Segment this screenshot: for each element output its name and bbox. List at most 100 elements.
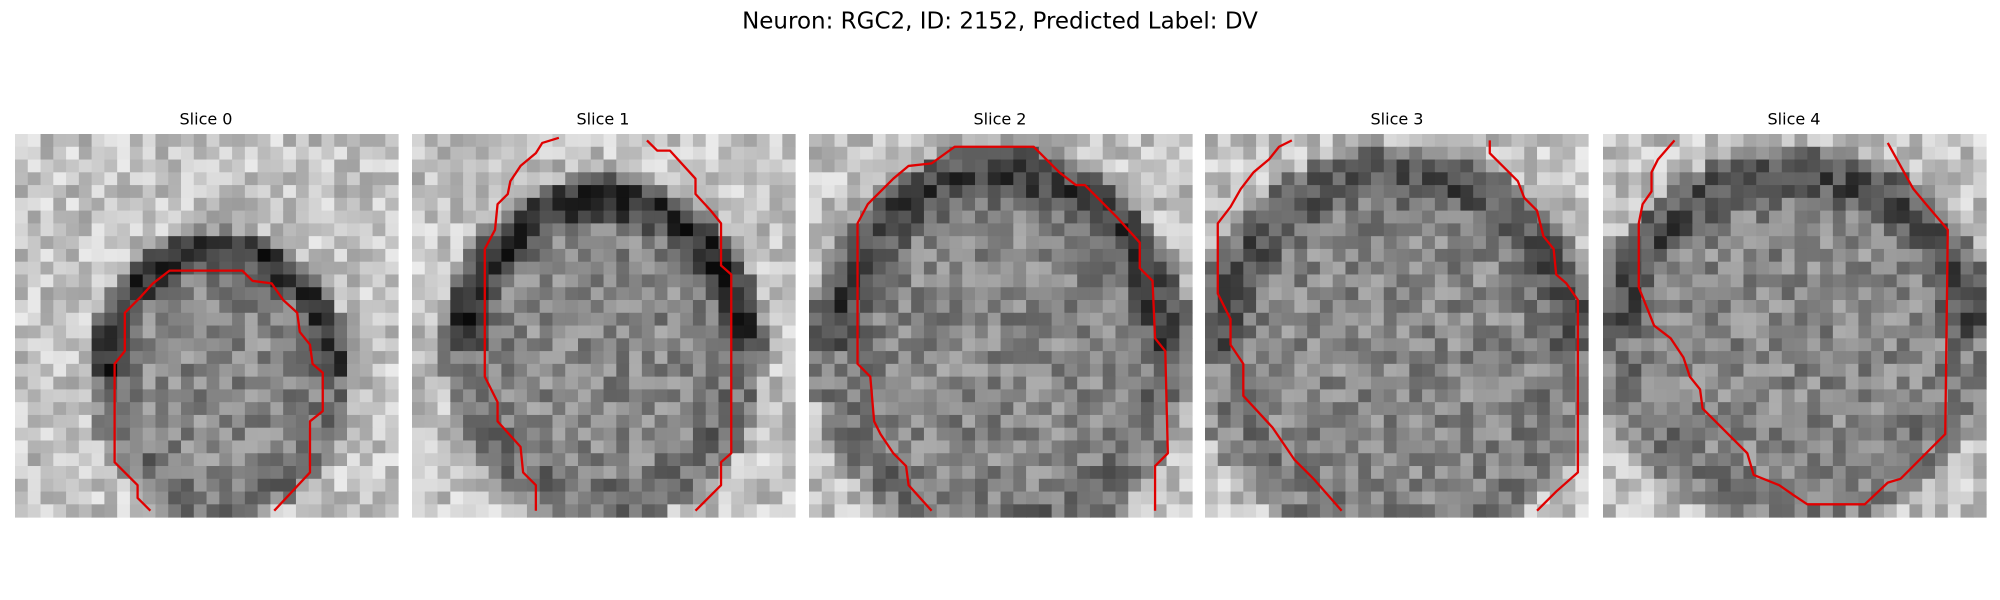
pixel (1666, 197, 1681, 212)
pixel (1794, 185, 1808, 199)
pixel (1051, 427, 1065, 441)
pixel (654, 453, 668, 467)
pixel (949, 414, 963, 429)
pixel (1128, 338, 1142, 352)
pixel (1371, 440, 1385, 454)
pixel (1243, 440, 1257, 454)
pixel (1307, 274, 1321, 288)
pixel (1307, 197, 1321, 212)
pixel (1396, 389, 1410, 403)
pixel (1960, 351, 1974, 365)
pixel (1460, 376, 1474, 390)
pixel (1947, 185, 1962, 199)
pixel (257, 274, 271, 288)
pixel (756, 351, 771, 365)
pixel (1575, 478, 1589, 493)
pixel (1615, 491, 1630, 505)
pixel (1922, 223, 1936, 237)
pixel (424, 478, 439, 493)
pixel (782, 248, 796, 263)
pixel (1179, 504, 1193, 518)
pixel (565, 491, 579, 505)
pixel (1922, 414, 1936, 429)
pixel (692, 466, 707, 480)
pixel (1371, 376, 1385, 390)
pixel (1947, 287, 1962, 301)
pixel (1705, 414, 1719, 429)
pixel (1960, 414, 1974, 429)
pixel (949, 197, 963, 212)
pixel (1038, 478, 1053, 493)
pixel (1434, 261, 1449, 275)
pixel (1051, 197, 1065, 212)
pixel (168, 134, 182, 148)
pixel (1524, 287, 1538, 301)
pixel (872, 197, 887, 212)
pixel (1549, 440, 1564, 454)
pixel (1409, 453, 1423, 467)
pixel (1205, 300, 1219, 314)
pixel (616, 134, 630, 148)
pixel (1807, 236, 1821, 250)
pixel (539, 146, 553, 161)
pixel (1858, 197, 1872, 212)
pixel (705, 146, 719, 161)
pixel (437, 287, 451, 301)
pixel (1807, 223, 1821, 237)
pixel (53, 453, 67, 467)
pixel (1960, 363, 1974, 378)
pixel (385, 338, 399, 352)
pixel (1666, 172, 1681, 186)
pixel (27, 261, 42, 275)
pixel (1781, 389, 1796, 403)
pixel (705, 287, 719, 301)
pixel (769, 287, 783, 301)
pixel (78, 338, 93, 352)
pixel (641, 402, 656, 416)
pixel (654, 172, 668, 186)
pixel (1447, 236, 1461, 250)
pixel (463, 287, 477, 301)
pixel (40, 402, 54, 416)
pixel (1332, 325, 1346, 339)
pixel (987, 312, 1002, 327)
pixel (1743, 223, 1757, 237)
pixel (667, 223, 681, 237)
pixel (257, 389, 271, 403)
pixel (1537, 466, 1551, 480)
pixel (1447, 274, 1461, 288)
pixel (1935, 491, 1949, 505)
pixel (565, 134, 579, 148)
pixel (1498, 389, 1512, 403)
pixel (1141, 363, 1155, 378)
pixel (718, 287, 732, 301)
pixel (1498, 210, 1512, 224)
pixel (1794, 376, 1808, 390)
pixel (936, 236, 950, 250)
pixel (1871, 351, 1885, 365)
pixel (181, 287, 195, 301)
pixel (526, 312, 541, 327)
pixel (744, 440, 758, 454)
pixel (1909, 427, 1923, 441)
pixel (1832, 427, 1847, 441)
pixel (1562, 159, 1576, 173)
pixel (1922, 478, 1936, 493)
pixel (731, 146, 745, 161)
pixel (987, 185, 1002, 199)
pixel (1281, 453, 1295, 467)
pixel (1498, 287, 1512, 301)
pixel (1909, 146, 1923, 161)
pixel (1064, 402, 1078, 416)
pixel (1396, 440, 1410, 454)
pixel (821, 274, 836, 288)
pixel (1473, 402, 1487, 416)
pixel (834, 210, 848, 224)
pixel (769, 134, 783, 148)
pixel (308, 185, 322, 199)
pixel (782, 223, 796, 237)
pixel (1153, 504, 1168, 518)
pixel (911, 325, 925, 339)
pixel (385, 146, 399, 161)
pixel (1205, 274, 1219, 288)
